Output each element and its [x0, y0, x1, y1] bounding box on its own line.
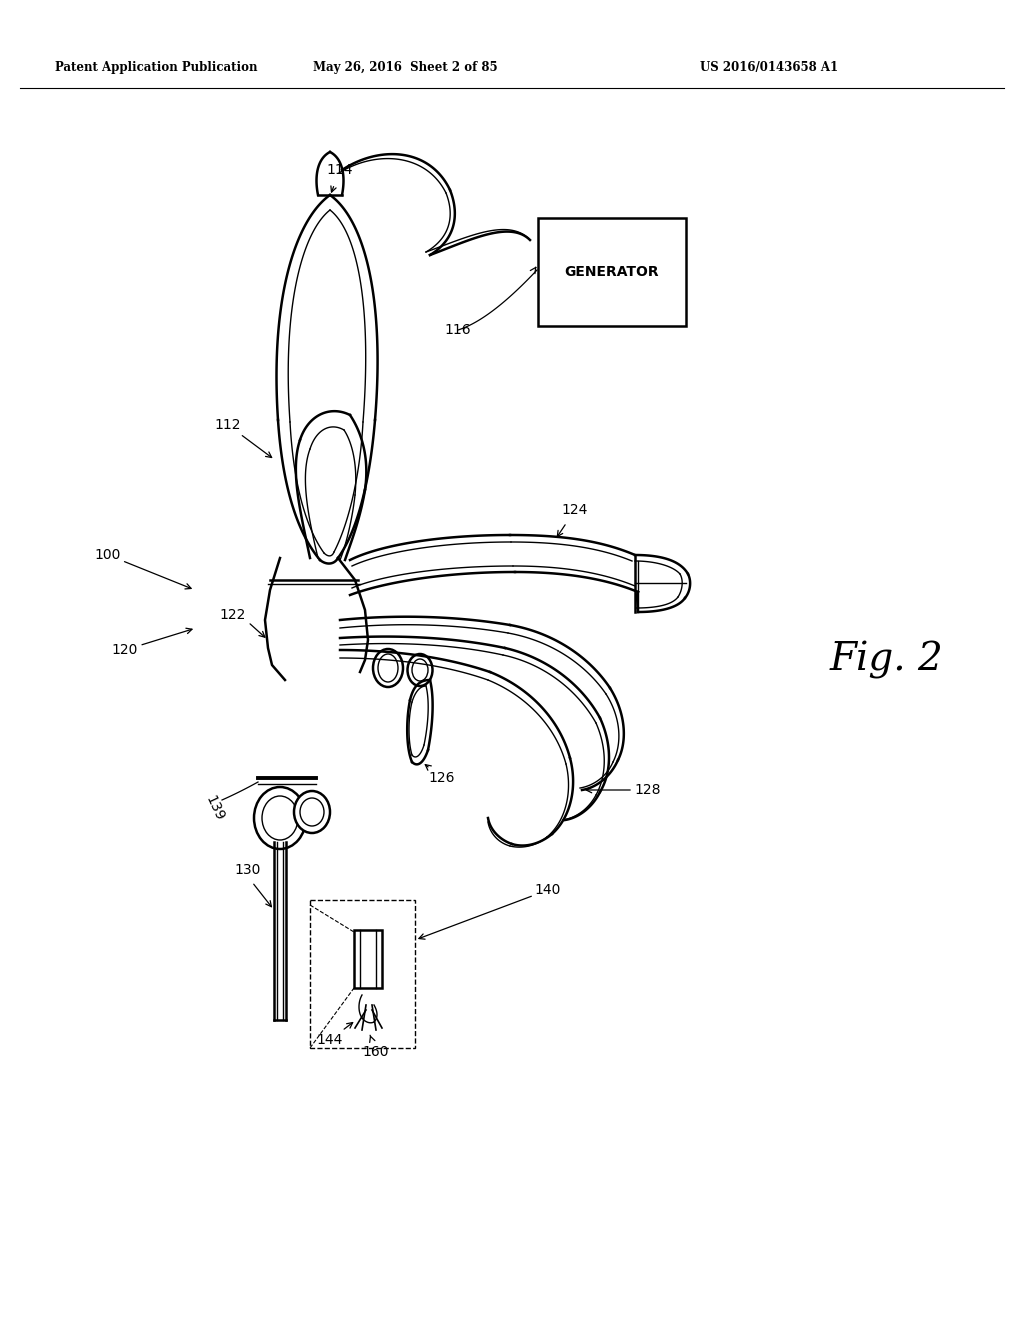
Bar [310, 900, 415, 1048]
Text: GENERATOR: GENERATOR [564, 265, 659, 279]
Bar [538, 218, 686, 326]
Bar [354, 931, 382, 987]
Text: May 26, 2016  Sheet 2 of 85: May 26, 2016 Sheet 2 of 85 [312, 62, 498, 74]
Text: 140: 140 [535, 883, 561, 898]
Text: 112: 112 [215, 418, 242, 432]
Text: 126: 126 [429, 771, 456, 785]
Ellipse shape [373, 649, 403, 686]
Text: 122: 122 [220, 609, 246, 622]
Ellipse shape [300, 799, 324, 826]
Ellipse shape [294, 791, 330, 833]
Text: 114: 114 [327, 162, 353, 177]
Ellipse shape [262, 796, 298, 840]
Text: 116: 116 [444, 323, 471, 337]
Text: US 2016/0143658 A1: US 2016/0143658 A1 [700, 62, 838, 74]
Text: 124: 124 [562, 503, 588, 517]
Text: Fig. 2: Fig. 2 [830, 642, 944, 678]
Text: 144: 144 [316, 1034, 343, 1047]
Text: 130: 130 [234, 863, 261, 876]
Text: 160: 160 [362, 1045, 389, 1059]
Ellipse shape [412, 659, 428, 681]
Ellipse shape [378, 653, 398, 682]
Ellipse shape [254, 787, 306, 849]
Text: 139: 139 [203, 793, 227, 822]
Text: 120: 120 [112, 643, 138, 657]
Text: 100: 100 [95, 548, 121, 562]
Text: 128: 128 [635, 783, 662, 797]
Ellipse shape [408, 653, 432, 686]
Text: Patent Application Publication: Patent Application Publication [55, 62, 257, 74]
